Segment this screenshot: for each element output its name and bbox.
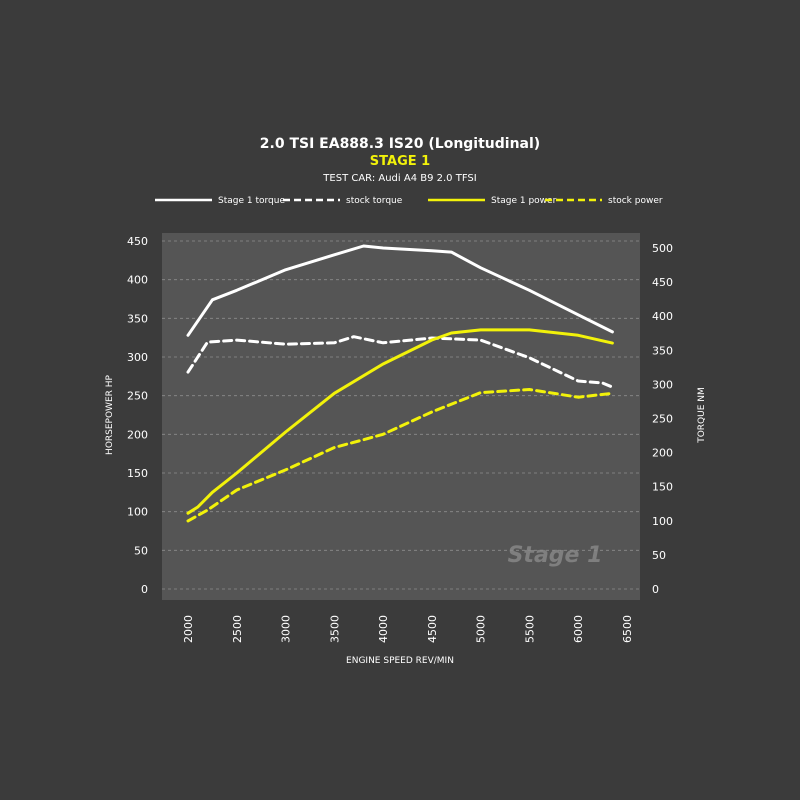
x-tick-label: 4500 [426, 615, 439, 643]
legend-label: stock power [608, 196, 663, 206]
left-tick-label: 0 [141, 583, 148, 596]
legend-label: stock torque [346, 196, 403, 206]
x-tick-label: 5000 [475, 615, 488, 643]
left-tick-label: 150 [127, 467, 148, 480]
right-axis-ticks: 0 50 100 150 200 250 300 350 400 450 500 [652, 242, 673, 596]
right-tick-label: 50 [652, 549, 666, 562]
left-tick-label: 250 [127, 390, 148, 403]
gridlines [162, 240, 640, 590]
left-tick-label: 50 [134, 544, 148, 557]
right-tick-label: 200 [652, 447, 673, 460]
right-tick-label: 300 [652, 378, 673, 391]
left-axis-ticks: 0 50 100 150 200 250 300 350 400 450 [127, 235, 148, 596]
legend-label: Stage 1 power [491, 196, 557, 206]
series-line-0 [186, 244, 614, 337]
right-tick-label: 400 [652, 310, 673, 323]
left-tick-label: 450 [127, 235, 148, 248]
series-lines [186, 244, 614, 523]
x-tick-label: 6500 [621, 615, 634, 643]
plot-area [162, 233, 640, 600]
series-line-3 [186, 388, 614, 523]
left-tick-label: 100 [127, 506, 148, 519]
left-tick-label: 350 [127, 312, 148, 325]
right-tick-label: 150 [652, 481, 673, 494]
series-line-1 [186, 335, 614, 389]
legend-label: Stage 1 torque [218, 196, 285, 206]
left-tick-label: 400 [127, 274, 148, 287]
x-tick-label: 2500 [231, 615, 244, 643]
x-axis-label: ENGINE SPEED REV/MIN [346, 656, 454, 666]
left-tick-label: 300 [127, 351, 148, 364]
x-axis-ticks: 2000 2500 3000 3500 4000 4500 5000 5500 6000 6500 [182, 615, 634, 643]
x-tick-label: 5500 [523, 615, 536, 643]
x-tick-label: 3000 [280, 615, 293, 643]
x-tick-label: 4000 [377, 615, 390, 643]
chart-subtitle: STAGE 1 [370, 154, 430, 169]
x-tick-label: 2000 [182, 615, 195, 643]
stage1-watermark-logo: Stage 1 [508, 543, 603, 568]
left-axis-label: HORSEPOWER HP [105, 374, 115, 454]
right-tick-label: 450 [652, 276, 673, 289]
legend: Stage 1 torque stock torque Stage 1 power s… [155, 196, 663, 206]
right-axis-label: TORQUE NM [697, 387, 707, 444]
right-tick-label: 250 [652, 413, 673, 426]
series-line-2 [186, 328, 614, 515]
left-tick-label: 200 [127, 428, 148, 441]
x-tick-label: 3500 [328, 615, 341, 643]
chart-caption: TEST CAR: Audi A4 B9 2.0 TFSI [322, 173, 476, 184]
x-tick-label: 6000 [572, 615, 585, 643]
right-tick-label: 350 [652, 344, 673, 357]
right-tick-label: 100 [652, 515, 673, 528]
right-tick-label: 500 [652, 242, 673, 255]
chart-title: 2.0 TSI EA888.3 IS20 (Longitudinal) [260, 136, 540, 152]
right-tick-label: 0 [652, 583, 659, 596]
